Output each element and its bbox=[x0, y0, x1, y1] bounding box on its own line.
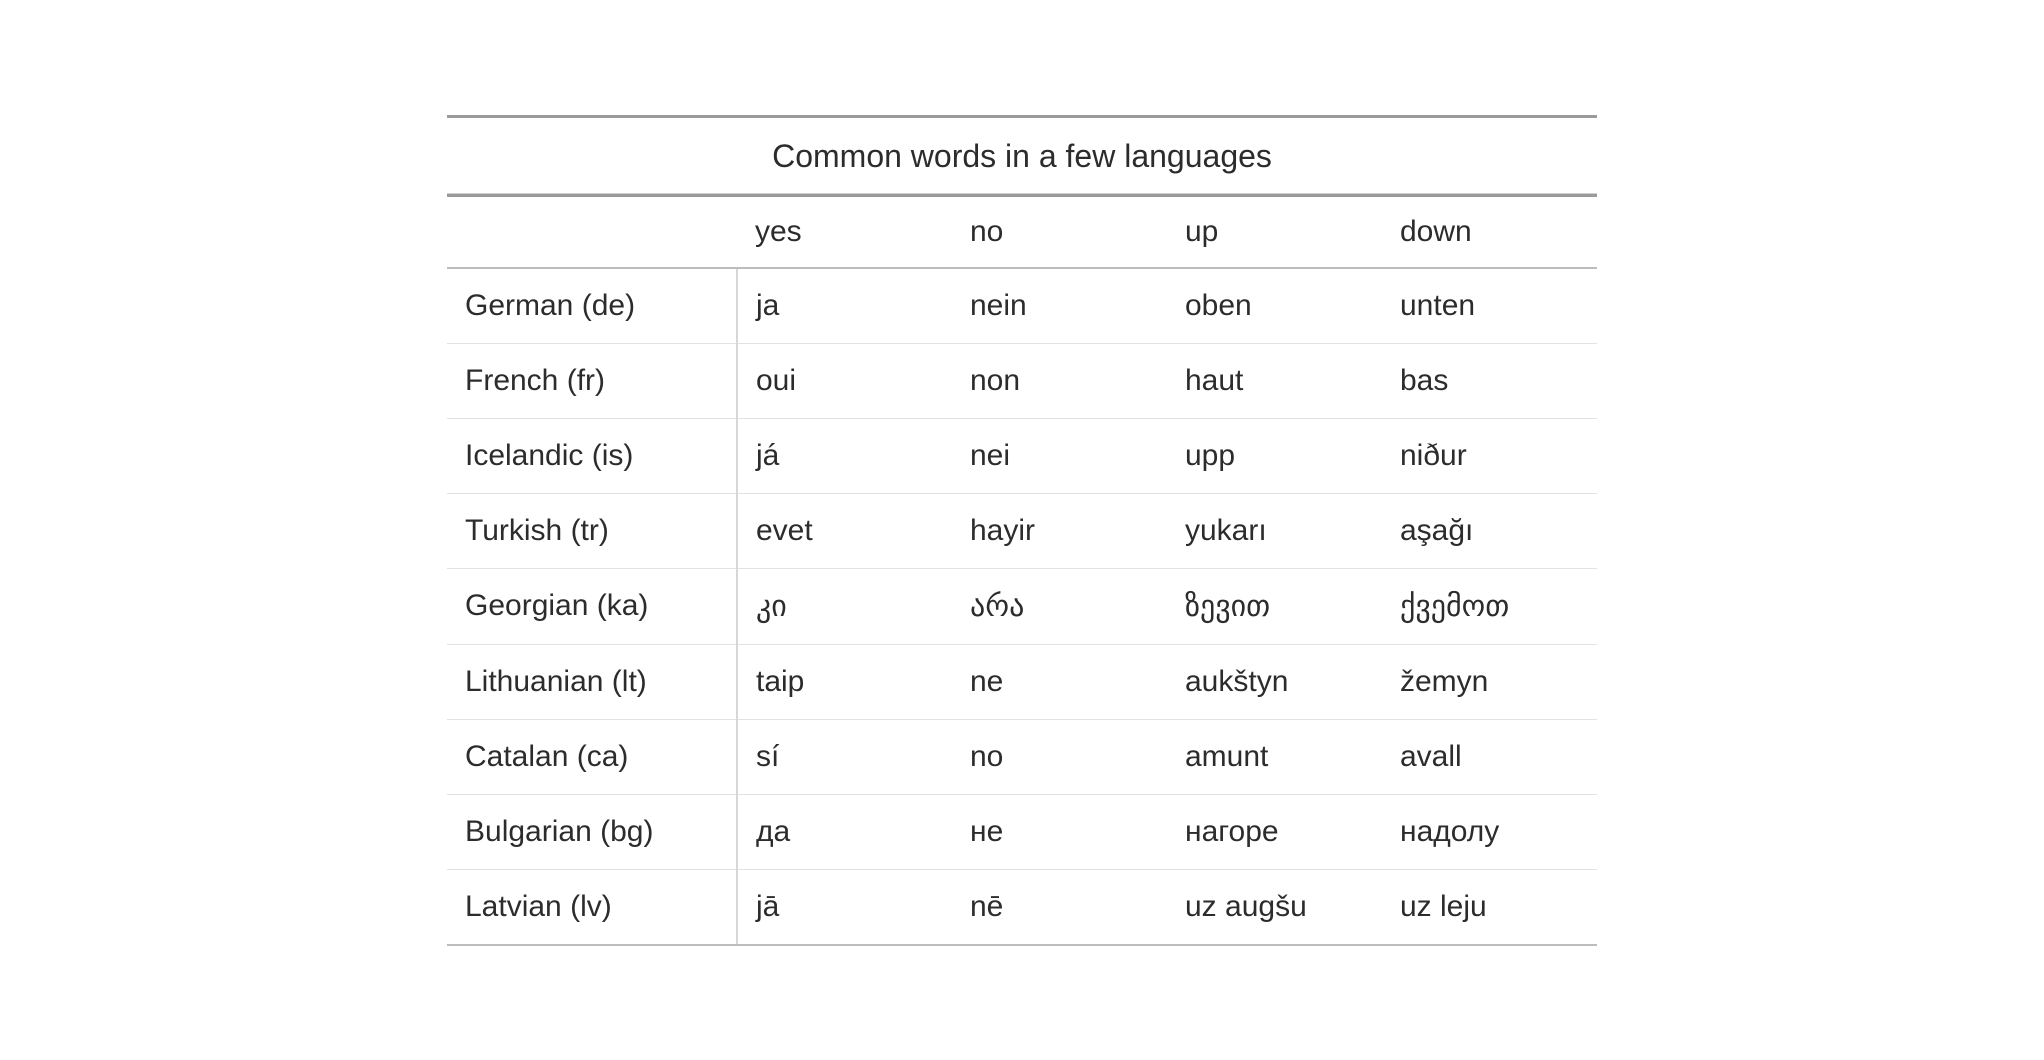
row-header: Turkish (tr) bbox=[447, 493, 737, 568]
table-cell: aukštyn bbox=[1167, 644, 1382, 719]
table-row: Catalan (ca) sí no amunt avall bbox=[447, 719, 1597, 794]
table-cell: yukarı bbox=[1167, 493, 1382, 568]
table-cell: nē bbox=[952, 869, 1167, 945]
table-cell: надолу bbox=[1382, 794, 1597, 869]
row-header: German (de) bbox=[447, 268, 737, 344]
row-header: Lithuanian (lt) bbox=[447, 644, 737, 719]
table-cell: žemyn bbox=[1382, 644, 1597, 719]
row-header: Icelandic (is) bbox=[447, 418, 737, 493]
table-cell: taip bbox=[737, 644, 952, 719]
table-cell: ზევით bbox=[1167, 568, 1382, 644]
table-row: Turkish (tr) evet hayir yukarı aşağı bbox=[447, 493, 1597, 568]
table-cell: oui bbox=[737, 343, 952, 418]
table-cell: já bbox=[737, 418, 952, 493]
table-row: Georgian (ka) კი არა ზევით ქვემოთ bbox=[447, 568, 1597, 644]
table-cell: да bbox=[737, 794, 952, 869]
table-cell: ქვემოთ bbox=[1382, 568, 1597, 644]
stub-header bbox=[447, 195, 737, 268]
column-header: yes bbox=[737, 195, 952, 268]
table-row: Lithuanian (lt) taip ne aukštyn žemyn bbox=[447, 644, 1597, 719]
row-header: Georgian (ka) bbox=[447, 568, 737, 644]
table-cell: nein bbox=[952, 268, 1167, 344]
column-header: up bbox=[1167, 195, 1382, 268]
table-cell: haut bbox=[1167, 343, 1382, 418]
table-row: German (de) ja nein oben unten bbox=[447, 268, 1597, 344]
table-caption: Common words in a few languages bbox=[447, 115, 1597, 194]
row-header: Latvian (lv) bbox=[447, 869, 737, 945]
table-cell: niður bbox=[1382, 418, 1597, 493]
language-words-table-container: Common words in a few languages yes no u… bbox=[447, 115, 1597, 946]
table-cell: hayir bbox=[952, 493, 1167, 568]
table-cell: upp bbox=[1167, 418, 1382, 493]
column-header-row: yes no up down bbox=[447, 195, 1597, 268]
table-cell: jā bbox=[737, 869, 952, 945]
table-cell: evet bbox=[737, 493, 952, 568]
table-cell: nei bbox=[952, 418, 1167, 493]
row-header: Catalan (ca) bbox=[447, 719, 737, 794]
table-cell: avall bbox=[1382, 719, 1597, 794]
table-cell: კი bbox=[737, 568, 952, 644]
table-cell: bas bbox=[1382, 343, 1597, 418]
table-cell: ja bbox=[737, 268, 952, 344]
table-cell: sí bbox=[737, 719, 952, 794]
table-cell: нагоре bbox=[1167, 794, 1382, 869]
table-row: Icelandic (is) já nei upp niður bbox=[447, 418, 1597, 493]
column-header: down bbox=[1382, 195, 1597, 268]
table-row: Latvian (lv) jā nē uz augšu uz leju bbox=[447, 869, 1597, 945]
table-row: French (fr) oui non haut bas bbox=[447, 343, 1597, 418]
column-header: no bbox=[952, 195, 1167, 268]
table-cell: non bbox=[952, 343, 1167, 418]
table-cell: unten bbox=[1382, 268, 1597, 344]
table-cell: არა bbox=[952, 568, 1167, 644]
table-cell: uz augšu bbox=[1167, 869, 1382, 945]
table-cell: uz leju bbox=[1382, 869, 1597, 945]
table-row: Bulgarian (bg) да не нагоре надолу bbox=[447, 794, 1597, 869]
table-cell: no bbox=[952, 719, 1167, 794]
table-cell: ne bbox=[952, 644, 1167, 719]
table-cell: oben bbox=[1167, 268, 1382, 344]
table-cell: amunt bbox=[1167, 719, 1382, 794]
row-header: French (fr) bbox=[447, 343, 737, 418]
language-words-table: Common words in a few languages yes no u… bbox=[447, 115, 1597, 946]
table-cell: aşağı bbox=[1382, 493, 1597, 568]
row-header: Bulgarian (bg) bbox=[447, 794, 737, 869]
table-cell: не bbox=[952, 794, 1167, 869]
table-body: German (de) ja nein oben unten French (f… bbox=[447, 268, 1597, 945]
